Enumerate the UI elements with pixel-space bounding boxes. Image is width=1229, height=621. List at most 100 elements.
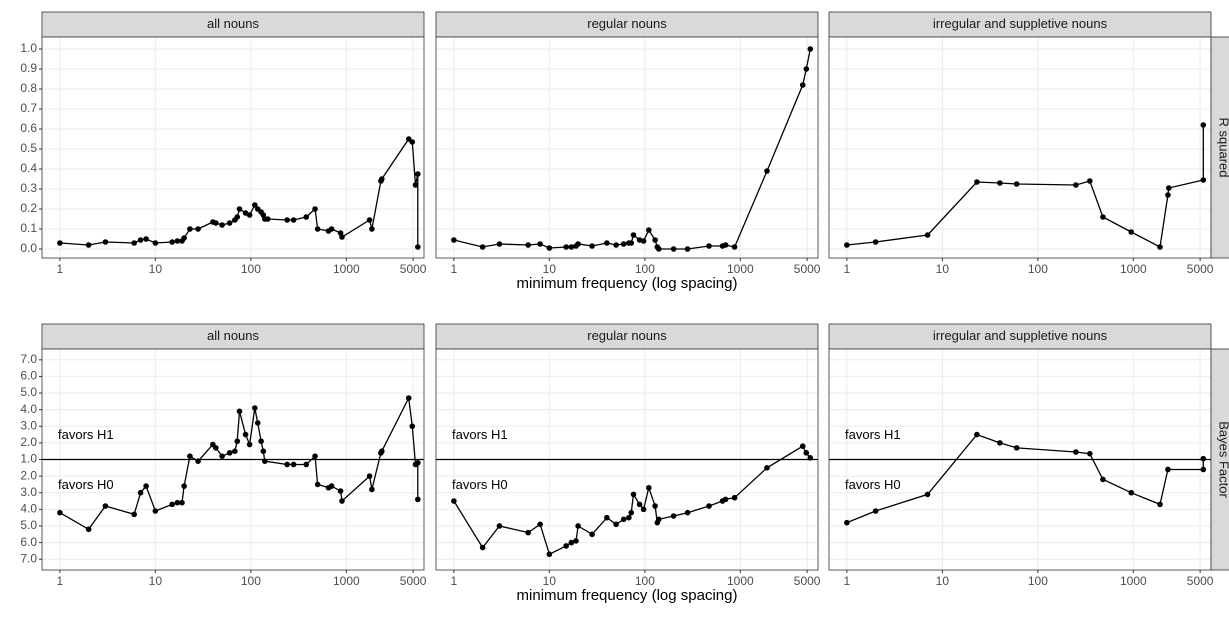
data-point bbox=[137, 489, 144, 496]
data-point bbox=[568, 539, 575, 546]
y-tick-label: 3.0 bbox=[20, 418, 37, 432]
strip bbox=[435, 11, 819, 38]
x-axis-title: minimum frequency (log spacing) bbox=[517, 275, 738, 292]
data-point bbox=[187, 226, 193, 232]
data-point bbox=[670, 246, 677, 252]
facet-label: R squared bbox=[1217, 118, 1229, 178]
data-point bbox=[312, 453, 318, 459]
data-point bbox=[652, 503, 658, 509]
y-tick-label: 0.5 bbox=[20, 141, 37, 155]
x-tick-label: 1 bbox=[451, 574, 458, 588]
data-point bbox=[258, 438, 264, 445]
strip bbox=[41, 11, 425, 38]
data-point bbox=[234, 214, 241, 220]
data-point bbox=[152, 240, 159, 246]
data-point bbox=[1128, 229, 1135, 235]
data-point bbox=[152, 508, 159, 514]
x-tick-label: 1 bbox=[57, 574, 64, 588]
data-point bbox=[799, 82, 806, 88]
data-point bbox=[174, 499, 181, 506]
annotation: favors H1 bbox=[845, 427, 901, 442]
data-point bbox=[1087, 450, 1093, 457]
data-point bbox=[628, 240, 635, 246]
data-point bbox=[479, 544, 486, 551]
data-point bbox=[415, 496, 421, 503]
data-point bbox=[312, 206, 318, 212]
data-point bbox=[252, 202, 258, 208]
data-point bbox=[174, 238, 181, 244]
data-point bbox=[451, 237, 457, 243]
x-tick-label: 5000 bbox=[400, 262, 427, 276]
data-point bbox=[169, 239, 175, 245]
data-point bbox=[630, 491, 637, 498]
data-point bbox=[613, 521, 619, 528]
data-point bbox=[620, 241, 627, 247]
data-point bbox=[219, 453, 225, 459]
y-tick-label: 6.0 bbox=[20, 369, 37, 383]
data-point bbox=[1157, 501, 1163, 508]
data-point bbox=[563, 543, 569, 549]
data-point bbox=[246, 441, 253, 448]
data-point bbox=[179, 499, 185, 506]
data-point bbox=[1013, 181, 1020, 187]
annotation: favors H1 bbox=[452, 427, 508, 442]
data-point bbox=[57, 240, 63, 246]
data-point bbox=[1087, 178, 1093, 184]
data-point bbox=[131, 240, 137, 246]
data-point bbox=[803, 66, 810, 72]
facet-label: Bayes Factor bbox=[1217, 421, 1229, 498]
annotation: favors H1 bbox=[58, 427, 114, 442]
x-tick-label: 1 bbox=[844, 262, 851, 276]
data-point bbox=[412, 182, 419, 188]
data-point bbox=[1200, 466, 1207, 473]
data-point bbox=[1100, 214, 1106, 220]
data-point bbox=[656, 246, 662, 252]
x-tick-label: 1 bbox=[451, 262, 458, 276]
data-point bbox=[264, 216, 271, 222]
y-tick-label: 5.0 bbox=[20, 385, 37, 399]
data-point bbox=[379, 176, 385, 182]
data-point bbox=[626, 514, 632, 521]
data-point bbox=[85, 242, 92, 248]
data-point bbox=[525, 242, 531, 248]
panel-border bbox=[41, 348, 425, 571]
data-point bbox=[537, 241, 543, 247]
data-point bbox=[131, 511, 137, 518]
data-point bbox=[1013, 445, 1020, 451]
x-tick-label: 100 bbox=[1028, 574, 1048, 588]
data-line bbox=[846, 433, 1204, 524]
data-point bbox=[236, 206, 243, 212]
data-point bbox=[872, 239, 879, 245]
x-tick-label: 100 bbox=[241, 262, 261, 276]
annotation: favors H0 bbox=[58, 477, 114, 492]
data-point bbox=[143, 483, 149, 489]
facet-strip bbox=[1210, 36, 1229, 259]
y-tick-label: 0.1 bbox=[20, 221, 37, 235]
data-point bbox=[314, 226, 321, 232]
data-point bbox=[242, 431, 249, 438]
data-point bbox=[254, 420, 261, 426]
data-point bbox=[568, 244, 575, 250]
data-point bbox=[525, 529, 531, 536]
data-point bbox=[219, 222, 225, 228]
data-point bbox=[415, 171, 421, 177]
panel bbox=[829, 37, 1211, 258]
panel-border bbox=[435, 348, 819, 571]
y-tick-label: 0.2 bbox=[20, 201, 37, 215]
x-tick-label: 1000 bbox=[333, 574, 360, 588]
data-point bbox=[213, 220, 219, 226]
data-point bbox=[366, 217, 373, 223]
data-point bbox=[328, 483, 335, 489]
data-point bbox=[589, 531, 595, 538]
x-tick-label: 100 bbox=[635, 262, 655, 276]
x-tick-label: 10 bbox=[149, 574, 163, 588]
data-point bbox=[924, 491, 931, 498]
data-point bbox=[807, 46, 814, 52]
data-point bbox=[195, 458, 201, 464]
data-point bbox=[328, 226, 335, 232]
data-point bbox=[379, 448, 385, 454]
data-point bbox=[1073, 449, 1079, 455]
data-point bbox=[226, 220, 233, 226]
